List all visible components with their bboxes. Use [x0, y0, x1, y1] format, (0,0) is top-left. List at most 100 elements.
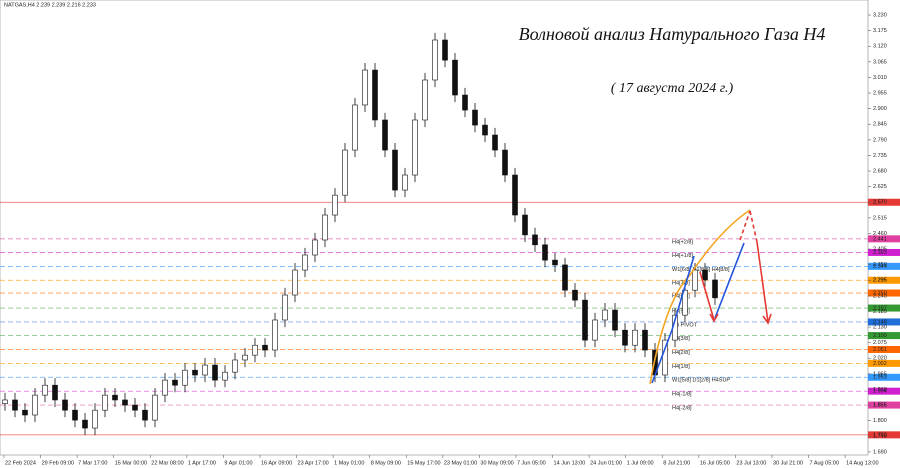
candle-body — [502, 149, 508, 176]
price-box — [868, 276, 900, 284]
candle-body — [362, 69, 368, 106]
y-tick-label: 3.120 — [873, 44, 887, 50]
candle-body — [582, 299, 588, 341]
forecast-arrow — [699, 271, 715, 321]
y-tick-label: 2.625 — [873, 184, 887, 190]
y-tick-label: 2.020 — [873, 356, 887, 362]
candle-body — [402, 174, 408, 191]
x-tick-label: 22 Feb 2024 — [5, 460, 36, 466]
price-box — [868, 248, 900, 256]
candle-body — [622, 329, 628, 346]
y-tick-label: 2.240 — [873, 293, 887, 299]
price-box-label: 2.344 — [873, 264, 887, 270]
candle-body — [222, 371, 228, 381]
candle-body — [242, 354, 248, 361]
x-tick-label: 16 Apr 09:00 — [261, 460, 292, 466]
level-label: H4[+2/8] — [672, 239, 693, 245]
x-tick-label: 24 Jun 01:00 — [590, 460, 622, 466]
price-box-label: 1.750 — [873, 432, 887, 438]
candle-body — [102, 394, 108, 411]
forecast-arrow — [756, 241, 769, 323]
candle-body — [262, 344, 268, 351]
level-label: H4[3/8] — [672, 336, 690, 342]
levels: 2.570 H4[+2/8] 2.441 H4[+1/8] 2.393 W1[6/8] D… — [0, 198, 900, 439]
x-tick-label: 23 Jul 13:00 — [736, 460, 766, 466]
candle-body — [702, 269, 708, 281]
candle-body — [112, 394, 118, 401]
candle-body — [472, 109, 478, 126]
price-box-label: 2.570 — [873, 200, 887, 206]
y-tick-label: 1.965 — [873, 371, 887, 377]
candle-body — [52, 384, 58, 401]
y-tick-label: 2.460 — [873, 231, 887, 237]
candle-body — [282, 294, 288, 321]
price-box-label: 2.197 — [873, 306, 887, 312]
x-tick-label: 1 May 01:00 — [334, 460, 364, 466]
price-box-label: 2.250 — [873, 290, 887, 296]
y-tick-label: 1.745 — [873, 434, 887, 440]
candle-body — [372, 69, 378, 121]
y-tick-label: 3.230 — [873, 12, 887, 18]
candle-body — [132, 404, 138, 411]
candle-body — [2, 399, 8, 404]
candle-body — [352, 104, 358, 151]
candle-body — [312, 239, 318, 256]
price-box — [868, 235, 900, 243]
y-tick-label: 2.57 — [873, 200, 884, 206]
level-label: W1[6/8] D1[8/8] H4[8/8] — [672, 267, 730, 273]
y-tick-label: 2.350 — [873, 262, 887, 268]
x-tick-label: 29 Feb 09:00 — [42, 460, 74, 466]
candle-body — [92, 409, 98, 429]
level-label: H4[-1/8] — [672, 392, 692, 398]
price-box-label: 2.002 — [873, 361, 887, 367]
y-tick-label: 1.855 — [873, 403, 887, 409]
candle-body — [272, 319, 278, 351]
x-tick-label: 9 Apr 01:00 — [224, 460, 252, 466]
candle-body — [542, 244, 548, 261]
x-tick-label: 23 May 01:00 — [444, 460, 477, 466]
price-box-label: 2.100 — [873, 333, 887, 339]
candle-body — [162, 379, 168, 396]
candle-body — [692, 269, 698, 291]
symbol-header: NATGAS,H4 2.239 2.239 2.216 2.233 — [4, 2, 96, 8]
candle-body — [192, 369, 198, 376]
candle-body — [342, 149, 348, 196]
price-box — [868, 318, 900, 326]
candle-body — [512, 174, 518, 216]
candle-body — [482, 124, 488, 136]
level-label: H4[2/8] — [672, 350, 690, 356]
x-tick-label: 15 May 17:00 — [407, 460, 440, 466]
price-box — [868, 359, 900, 367]
y-tick-label: 3.065 — [873, 59, 887, 65]
wave-line — [651, 255, 695, 384]
candle-body — [592, 319, 598, 341]
arrow-head — [762, 313, 772, 325]
y-tick-label: 2.130 — [873, 325, 887, 331]
candle-body — [302, 254, 308, 271]
candle-body — [212, 364, 218, 381]
price-box-label: 1.855 — [873, 403, 887, 409]
candle-body — [252, 344, 258, 356]
y-tick-label: 2.075 — [873, 340, 887, 346]
candle-body — [22, 409, 28, 416]
candle-body — [662, 339, 668, 376]
candle-body — [292, 269, 298, 296]
candle-body — [642, 329, 648, 351]
candle-body — [392, 149, 398, 191]
x-tick-label: 7 Mar 17:00 — [78, 460, 107, 466]
forecast-arrow — [714, 242, 745, 319]
y-tick-label: 3.175 — [873, 28, 887, 34]
level-label: H4[1/8] — [672, 364, 690, 370]
y-tick-label: 3.010 — [873, 75, 887, 81]
candle-body — [32, 394, 38, 416]
candle-body — [412, 119, 418, 176]
y-tick-label: 1.800 — [873, 418, 887, 424]
price-box-label: 1.953 — [873, 375, 887, 381]
price-box-label: 2.051 — [873, 347, 887, 353]
x-tick-label: 7 Jun 05:00 — [517, 460, 546, 466]
candle-body — [522, 214, 528, 236]
arrow-head — [709, 313, 719, 323]
price-box-label: 1.904 — [873, 389, 887, 395]
candle-body — [422, 79, 428, 121]
